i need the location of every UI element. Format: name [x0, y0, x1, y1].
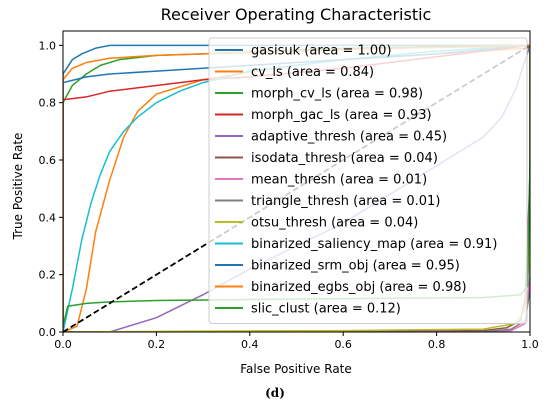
figure-caption: (d) [265, 386, 285, 400]
x-tick-label: 0.2 [148, 338, 166, 351]
legend-entry: gasisuk (area = 1.00) [251, 44, 392, 59]
legend-box [208, 37, 528, 324]
series-line-8 [63, 45, 530, 332]
legend-entry: isodata_thresh (area = 0.04) [251, 151, 438, 166]
x-tick-label: 0.8 [428, 338, 446, 351]
legend-entry: slic_clust (area = 0.12) [251, 302, 401, 317]
legend-entry: adaptive_thresh (area = 0.45) [251, 130, 447, 145]
x-tick-label: 1.0 [521, 338, 539, 351]
y-tick-label: 0.8 [39, 97, 57, 110]
plot-frame [62, 30, 531, 333]
legend-entry: binarized_saliency_map (area = 0.91) [251, 237, 497, 252]
y-tick-label: 0.6 [39, 154, 57, 167]
x-tick-label: 0.6 [334, 338, 352, 351]
series-line-7 [63, 45, 530, 332]
legend-entry: morph_cv_ls (area = 0.98) [251, 87, 423, 102]
x-tick-label: 0.0 [54, 338, 72, 351]
y-tick-label: 0.2 [39, 269, 57, 282]
legend: gasisuk (area = 1.00) cv_ls (area = 0.84)… [208, 37, 528, 324]
legend-entry: mean_thresh (area = 0.01) [251, 173, 427, 188]
y-axis-label: True Positive Rate [11, 133, 25, 241]
legend-entry: binarized_srm_obj (area = 0.95) [251, 259, 460, 274]
y-tick-label: 0.4 [39, 211, 57, 224]
legend-entry: otsu_thresh (area = 0.04) [251, 216, 418, 231]
legend-entry: binarized_egbs_obj (area = 0.98) [251, 280, 467, 295]
legend-entry: triangle_thresh (area = 0.01) [251, 194, 440, 209]
y-tick-label: 1.0 [39, 39, 57, 52]
series-line-6 [63, 45, 530, 332]
legend-entry: morph_gac_ls (area = 0.93) [251, 108, 432, 123]
x-axis-label: False Positive Rate [240, 362, 352, 376]
legend-entry: cv_ls (area = 0.84) [251, 65, 374, 80]
y-tick-label: 0.0 [39, 326, 57, 339]
x-tick-label: 0.4 [241, 338, 259, 351]
chart-title: Receiver Operating Characteristic [161, 5, 432, 24]
